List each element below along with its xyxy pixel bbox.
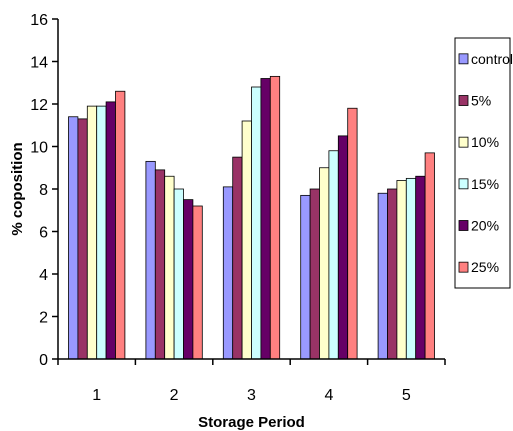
- bar-15pct-period-2: [173, 188, 184, 360]
- bar-20pct-period-2: [183, 199, 194, 360]
- y-tick-label: 8: [39, 182, 48, 199]
- bar-15pct-period-4: [328, 150, 339, 360]
- bars-group: [68, 75, 435, 360]
- y-tick-label: 4: [39, 267, 48, 284]
- bar-control-period-2: [145, 160, 156, 360]
- bar-15pct-period-5: [405, 177, 417, 360]
- x-axis-title: Storage Period: [198, 414, 305, 431]
- bar-15pct-period-3: [251, 86, 262, 360]
- legend-swatch: [458, 136, 469, 148]
- bar-20pct-period-1: [105, 101, 116, 360]
- bar-control-period-3: [222, 186, 234, 360]
- x-tick-label: 4: [324, 387, 333, 404]
- legend-box: [454, 37, 511, 289]
- x-tick-label: 3: [247, 387, 256, 404]
- bar-20pct-period-5: [415, 175, 426, 360]
- bar-25pct-period-5: [424, 152, 435, 360]
- legend-label: 20%: [471, 218, 499, 234]
- legend-label: 10%: [471, 134, 499, 150]
- bar-10pct-period-2: [164, 175, 175, 360]
- bar-25pct-period-2: [192, 205, 203, 360]
- y-axis-title: % coposition: [9, 142, 26, 235]
- bar-control-period-4: [300, 194, 311, 360]
- bar-control-period-1: [68, 116, 79, 360]
- bar-10pct-period-4: [319, 167, 330, 360]
- legend-swatch: [458, 178, 469, 190]
- legend-swatch: [458, 95, 469, 106]
- legend-swatch: [458, 220, 469, 231]
- y-tick-label: 16: [30, 12, 48, 29]
- bar-20pct-period-3: [260, 78, 271, 360]
- x-ticks: 1 2 3 4 5: [57, 359, 446, 404]
- bar-5pct-period-4: [309, 188, 320, 360]
- bar-5pct-period-2: [154, 169, 166, 360]
- legend-label: 15%: [471, 176, 499, 192]
- bar-10pct-period-3: [241, 120, 252, 360]
- y-tick-label: 14: [30, 55, 48, 72]
- legend-label: control: [471, 51, 513, 67]
- bar-control-period-5: [377, 192, 388, 360]
- bar-10pct-period-5: [396, 180, 407, 360]
- legend-label: 25%: [471, 259, 499, 275]
- bar-5pct-period-1: [77, 118, 88, 360]
- y-tick-label: 6: [39, 225, 48, 242]
- bar-5pct-period-5: [387, 188, 398, 360]
- bar-25pct-period-4: [347, 107, 358, 360]
- y-tick-label: 0: [39, 352, 48, 369]
- bar-25pct-period-1: [115, 90, 126, 360]
- bar-10pct-period-1: [86, 105, 98, 360]
- y-tick-label: 10: [30, 140, 48, 157]
- legend-swatch: [458, 261, 469, 273]
- y-tick-label: 2: [39, 310, 48, 327]
- bar-25pct-period-3: [269, 75, 281, 360]
- legend-swatch: [458, 53, 469, 65]
- bar-5pct-period-3: [232, 156, 243, 360]
- legend: control 5% 10% 15% 20% 25%: [454, 37, 513, 289]
- legend-label: 5%: [471, 93, 491, 109]
- y-ticks: 0 2 4 6 8 10 12 14 16: [30, 12, 58, 369]
- x-tick-label: 2: [170, 387, 179, 404]
- bar-15pct-period-1: [96, 105, 107, 360]
- y-tick-label: 12: [30, 97, 48, 114]
- x-tick-label: 1: [92, 387, 101, 404]
- x-tick-label: 5: [402, 387, 411, 404]
- bar-20pct-period-4: [337, 135, 349, 360]
